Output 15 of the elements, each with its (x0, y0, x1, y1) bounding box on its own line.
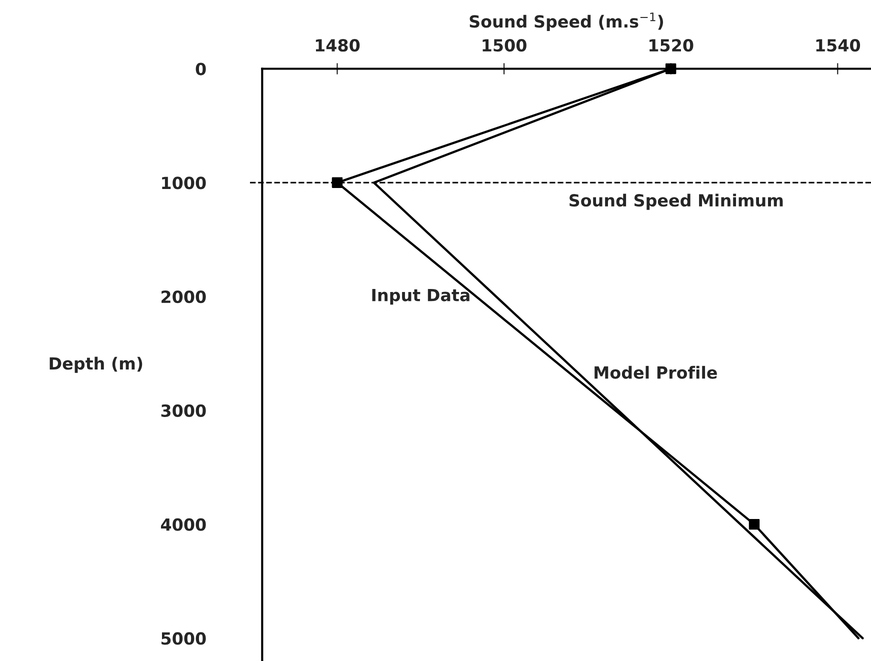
ref-line-label: Sound Speed Minimum (570, 194, 783, 210)
y-tick-label: 5000 (162, 632, 206, 645)
x-tick-label: 1520 (650, 39, 694, 52)
x-tick-label: 1540 (816, 39, 860, 52)
y-tick-label: 4000 (160, 518, 206, 531)
y-tick-label: 2000 (162, 290, 206, 304)
x-tick-label: 1500 (482, 39, 526, 52)
x-tick-label: 1480 (316, 39, 360, 52)
y-axis-title: Depth (m) (50, 356, 142, 373)
series-label: Model Profile (594, 366, 717, 379)
series-label: Input Data (372, 288, 470, 305)
y-tick-label: 0 (196, 62, 206, 76)
y-tick-label: 1000 (162, 176, 206, 190)
x-axis-title: Sound Speed (m.s$^{−1}$) (470, 12, 664, 31)
y-tick-label: 3000 (161, 404, 206, 417)
